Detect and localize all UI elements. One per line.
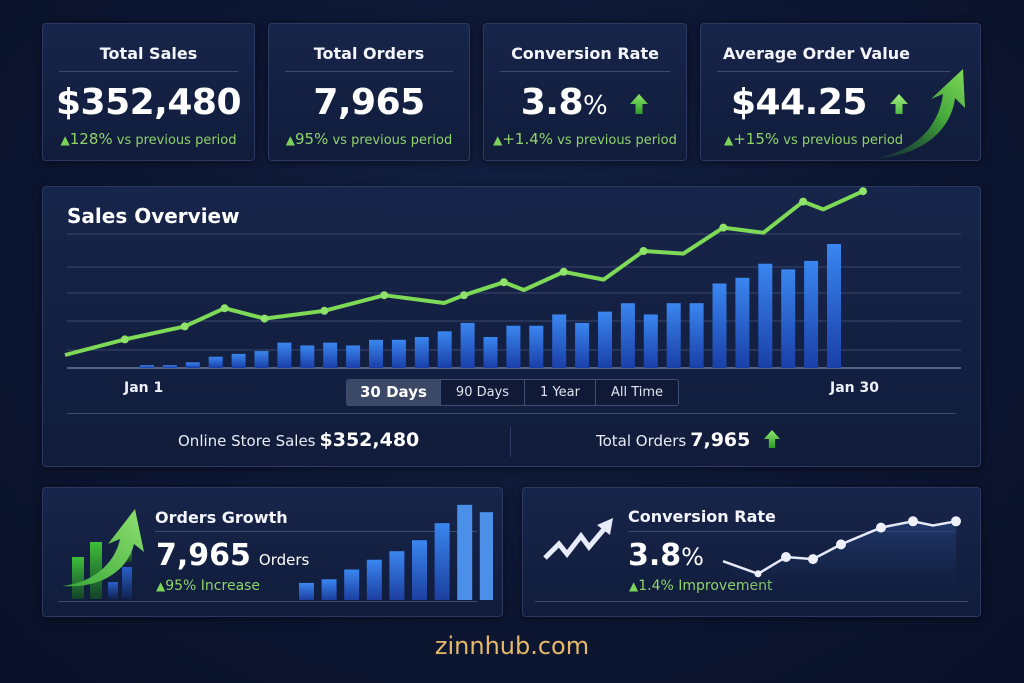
orders-growth-card: Orders Growth 7,965 Orders ▲95% Increase (42, 487, 503, 617)
delta-value: +15% (733, 130, 780, 148)
kpi-value: 3.8% (484, 82, 686, 123)
kpi-delta: ▲+1.4% vs previous period (484, 130, 686, 148)
baseline (535, 601, 968, 602)
delta-value: 128% (69, 130, 113, 148)
kpi-card-average-order-value: Average Order Value $44.25 ▲+15% vs prev… (700, 23, 981, 161)
x-axis-end-label: Jan 30 (830, 380, 879, 396)
stat-value: 7,965 (690, 429, 751, 451)
sales-overview-panel: Sales Overview Jan 1 Jan 30 30 Days 90 D… (42, 186, 981, 467)
value-number: 3.8 (520, 82, 584, 123)
growth-chart-icon (62, 509, 144, 599)
kpi-title: Conversion Rate (511, 44, 659, 63)
triangle-up-icon: ▲ (629, 579, 639, 593)
sales-overview-chart (64, 187, 961, 369)
range-button-1-year[interactable]: 1 Year (525, 380, 596, 405)
delta-value: +1.4% (502, 130, 554, 148)
kpi-value: 7,965 (313, 82, 425, 123)
total-orders-stat: Total Orders 7,965 (596, 429, 781, 451)
online-store-sales-stat: Online Store Sales $352,480 (178, 429, 419, 451)
orders-growth-bar-chart (299, 504, 493, 600)
conversion-delta: ▲1.4% Improvement (629, 578, 772, 594)
conversion-value: 3.8% (628, 538, 704, 573)
stat-label: Total Orders (596, 432, 687, 450)
value-unit: Orders (258, 551, 310, 569)
triangle-up-icon: ▲ (156, 579, 166, 593)
x-axis-start-label: Jan 1 (124, 380, 164, 396)
triangle-up-icon: ▲ (724, 133, 734, 147)
value-suffix: % (583, 91, 608, 121)
arrow-up-icon (764, 430, 781, 448)
orders-value: 7,965 Orders (156, 538, 309, 573)
card-title: Conversion Rate (628, 507, 776, 526)
delta-text: vs previous period (332, 133, 453, 148)
divider (285, 71, 453, 72)
delta-text: vs previous period (783, 133, 904, 148)
divider (67, 413, 956, 414)
panel-title: Sales Overview (67, 204, 240, 228)
divider (155, 531, 477, 532)
conversion-rate-card: Conversion Rate 3.8% ▲1.4% Improvement (522, 487, 981, 617)
divider (59, 71, 238, 72)
kpi-delta: ▲+15% vs previous period (724, 130, 980, 148)
divider (628, 531, 955, 532)
divider (717, 71, 950, 72)
kpi-title: Total Sales (99, 44, 198, 63)
range-button-30-days[interactable]: 30 Days (347, 380, 441, 405)
conversion-rate-line-chart (722, 516, 961, 601)
kpi-title: Average Order Value (723, 44, 910, 63)
stat-label: Online Store Sales (178, 432, 316, 450)
divider (510, 427, 511, 457)
delta-text: vs previous period (557, 133, 677, 148)
kpi-value: $352,480 (55, 82, 242, 123)
triangle-up-icon: ▲ (285, 133, 295, 147)
brand-watermark: zinnhub.com (434, 632, 590, 660)
range-button-all-time[interactable]: All Time (595, 380, 679, 405)
trend-up-icon (543, 518, 613, 560)
kpi-value: $44.25 (731, 82, 980, 123)
kpi-card-total-orders: Total Orders 7,965 ▲95% vs previous peri… (268, 23, 470, 161)
delta-text: 1.4% Improvement (638, 578, 773, 594)
orders-delta: ▲95% Increase (156, 578, 260, 594)
value-number: 3.8 (628, 538, 682, 573)
kpi-card-conversion-rate: Conversion Rate 3.8% ▲+1.4% vs previous … (483, 23, 687, 161)
kpi-delta: ▲95% vs previous period (269, 130, 469, 148)
card-title: Orders Growth (155, 508, 288, 527)
kpi-title: Total Orders (313, 44, 425, 63)
arrow-up-icon (889, 94, 908, 114)
triangle-up-icon: ▲ (60, 133, 70, 147)
delta-text: vs previous period (116, 133, 237, 148)
triangle-up-icon: ▲ (493, 133, 503, 147)
value-number: 7,965 (156, 538, 251, 573)
delta-text: 95% Increase (165, 578, 261, 594)
kpi-card-total-sales: Total Sales $352,480 ▲128% vs previous p… (42, 23, 255, 161)
stat-value: $352,480 (319, 429, 420, 451)
delta-value: 95% (295, 130, 329, 148)
growth-arrow-icon (876, 69, 965, 158)
value-suffix: % (681, 543, 704, 571)
range-button-90-days[interactable]: 90 Days (440, 380, 526, 405)
kpi-delta: ▲128% vs previous period (43, 130, 254, 148)
time-range-selector: 30 Days 90 Days 1 Year All Time (346, 379, 680, 406)
divider (500, 71, 670, 72)
value-number: $44.25 (731, 82, 867, 123)
baseline (58, 601, 477, 602)
arrow-up-icon (630, 94, 649, 114)
